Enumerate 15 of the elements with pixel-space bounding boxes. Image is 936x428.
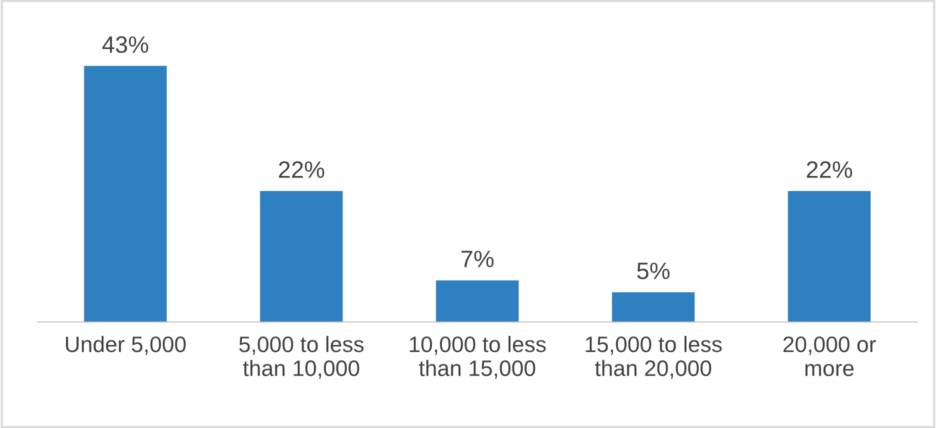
bar: [612, 292, 695, 322]
bar: [788, 190, 871, 322]
x-tick-label: 10,000 to less than 15,000: [410, 336, 546, 379]
x-tick-label: Under 5,000: [66, 336, 186, 355]
data-label: 43%: [102, 36, 148, 53]
data-label: 7%: [462, 250, 494, 268]
x-tick-label: 20,000 or more: [783, 336, 876, 376]
bar: [260, 190, 343, 322]
bar: [84, 66, 167, 322]
x-tick-label: 15,000 to less than 20,000: [586, 336, 722, 379]
data-label: 5%: [637, 262, 670, 280]
bar: [436, 280, 519, 322]
x-tick-label: 5,000 to less than 10,000: [239, 336, 364, 379]
data-label: 22%: [806, 161, 852, 178]
data-label: 22%: [278, 161, 324, 178]
